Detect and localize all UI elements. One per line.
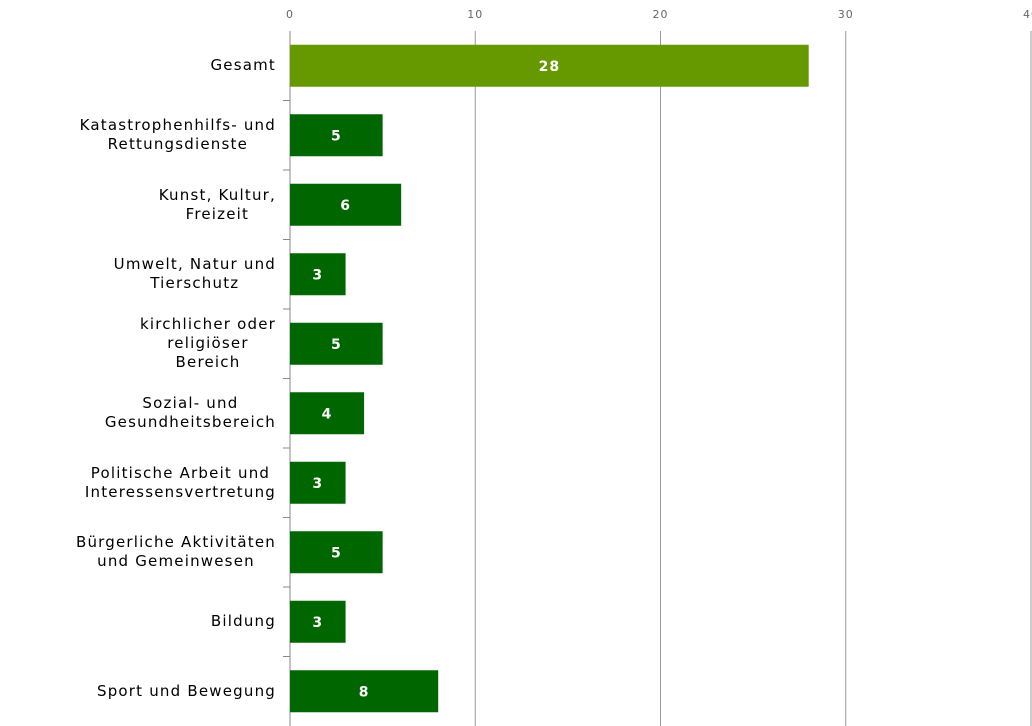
y-tick-label: Katastrophenhilfs- und Rettungsdienste: [79, 116, 276, 154]
y-tick-label: Politische Arbeit und Interessensvertret…: [84, 463, 276, 501]
y-tick-label: Gesamt: [210, 56, 276, 75]
value-label: 5: [331, 128, 342, 144]
category-label-box: Politische Arbeit und Interessensvertret…: [0, 448, 276, 518]
value-label: 5: [331, 337, 342, 353]
bar: [290, 322, 383, 365]
value-label: 3: [312, 476, 323, 492]
bar: [290, 531, 383, 574]
category-label-box: Kunst, Kultur, Freizeit: [0, 170, 276, 240]
bar: [290, 114, 383, 157]
x-tick-label: 20: [653, 8, 669, 21]
value-label: 5: [331, 545, 342, 561]
x-tick-label: 30: [838, 8, 854, 21]
value-label: 6: [340, 198, 351, 214]
category-label-box: Umwelt, Natur und Tierschutz: [0, 240, 276, 310]
category-label-box: Sport und Bewegung: [0, 657, 276, 726]
y-tick-label: Bürgerliche Aktivitäten und Gemeinwesen: [75, 533, 276, 571]
category-label-box: Gesamt: [0, 31, 276, 101]
x-tick-label: 0: [286, 8, 294, 21]
bar: [290, 392, 365, 435]
category-label-box: Bürgerliche Aktivitäten und Gemeinwesen: [0, 518, 276, 588]
y-tick-label: kirchlicher oder religiöser Bereich: [140, 315, 276, 372]
y-tick-label: Umwelt, Natur und Tierschutz: [113, 255, 276, 293]
value-label: 4: [322, 406, 333, 422]
y-tick-label: Kunst, Kultur, Freizeit: [158, 185, 276, 223]
y-tick-label: Bildung: [210, 612, 276, 631]
category-label-box: Sozial- und Gesundheitsbereich: [0, 379, 276, 449]
bar: [290, 253, 346, 296]
bar: [290, 183, 402, 226]
bar: [290, 670, 439, 713]
value-label: 28: [539, 59, 560, 75]
category-label-box: kirchlicher oder religiöser Bereich: [0, 309, 276, 379]
value-label: 8: [359, 684, 370, 700]
x-tick-label: 10: [467, 8, 483, 21]
value-label: 3: [312, 267, 323, 283]
bar: [290, 600, 346, 643]
y-tick-label: Sozial- und Gesundheitsbereich: [104, 394, 276, 432]
y-tick-label: Sport und Bewegung: [96, 681, 276, 700]
value-label: 3: [312, 615, 323, 631]
bar: [290, 44, 809, 87]
x-tick-label: 40: [1023, 8, 1032, 21]
category-label-box: Katastrophenhilfs- und Rettungsdienste: [0, 101, 276, 171]
category-label-box: Bildung: [0, 587, 276, 657]
bar: [290, 461, 346, 504]
